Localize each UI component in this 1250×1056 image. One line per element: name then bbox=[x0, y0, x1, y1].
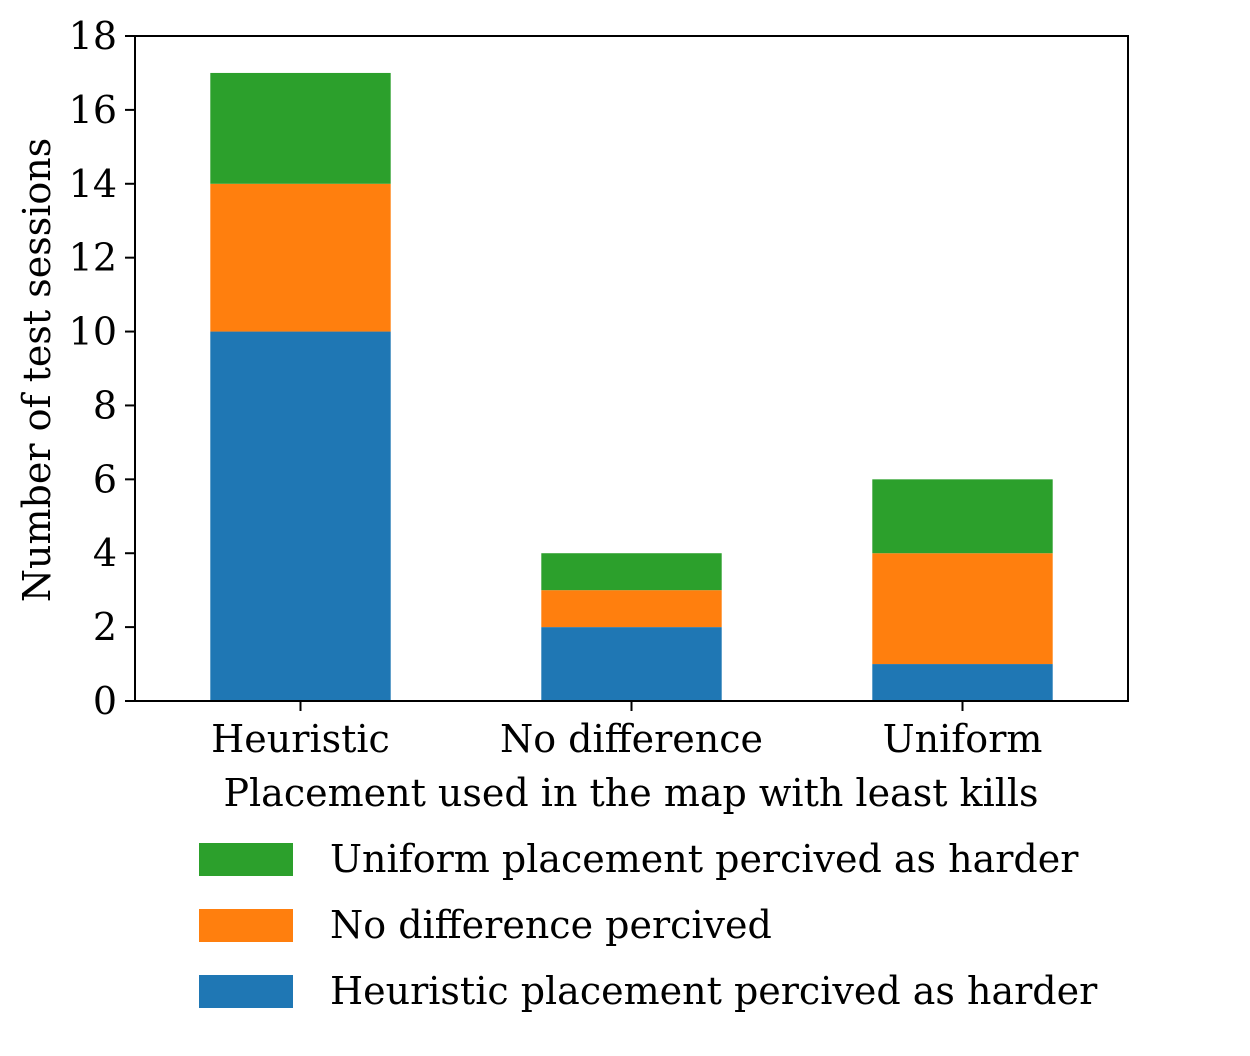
bar-segment-2-2 bbox=[541, 590, 722, 628]
y-axis: 0 2 4 6 8 10 12 14 16 18 bbox=[69, 14, 135, 723]
legend-swatch bbox=[199, 843, 293, 876]
bar-segment-3-2 bbox=[541, 553, 722, 591]
x-tick-label: Uniform bbox=[883, 717, 1043, 761]
y-tick-label: 6 bbox=[93, 457, 117, 501]
y-tick-label: 0 bbox=[93, 679, 117, 723]
x-tick-label: Heuristic bbox=[211, 717, 390, 761]
bar-segment-3-3 bbox=[872, 479, 1053, 554]
legend-label: Uniform placement percived as harder bbox=[330, 837, 1079, 881]
x-tick-label: No difference bbox=[500, 717, 763, 761]
y-tick-label: 12 bbox=[69, 236, 117, 280]
y-tick-label: 14 bbox=[69, 162, 117, 206]
bars-layer bbox=[210, 72, 1053, 701]
x-axis: Heuristic No difference Uniform bbox=[211, 701, 1042, 761]
legend-swatch bbox=[199, 975, 293, 1008]
bar-segment-1-2 bbox=[541, 627, 722, 701]
y-tick-label: 8 bbox=[93, 383, 117, 427]
y-tick-label: 2 bbox=[93, 605, 117, 649]
legend-label: Heuristic placement percived as harder bbox=[330, 969, 1098, 1013]
y-tick-label: 18 bbox=[69, 14, 117, 58]
bar-segment-3-1 bbox=[210, 72, 391, 184]
bar-segment-2-1 bbox=[210, 183, 391, 332]
y-tick-label: 16 bbox=[69, 88, 117, 132]
bar-segment-1-3 bbox=[872, 664, 1053, 701]
x-axis-label: Placement used in the map with least kil… bbox=[223, 771, 1038, 815]
bar-segment-2-3 bbox=[872, 553, 1053, 665]
y-axis-label: Number of test sessions bbox=[15, 138, 59, 602]
legend-label: No difference percived bbox=[330, 903, 772, 947]
legend-swatch bbox=[199, 909, 293, 942]
y-tick-label: 10 bbox=[69, 310, 117, 354]
y-tick-label: 4 bbox=[93, 531, 117, 575]
bar-segment-1-1 bbox=[210, 331, 391, 701]
legend: Uniform placement percived as harder No d… bbox=[199, 837, 1098, 1013]
